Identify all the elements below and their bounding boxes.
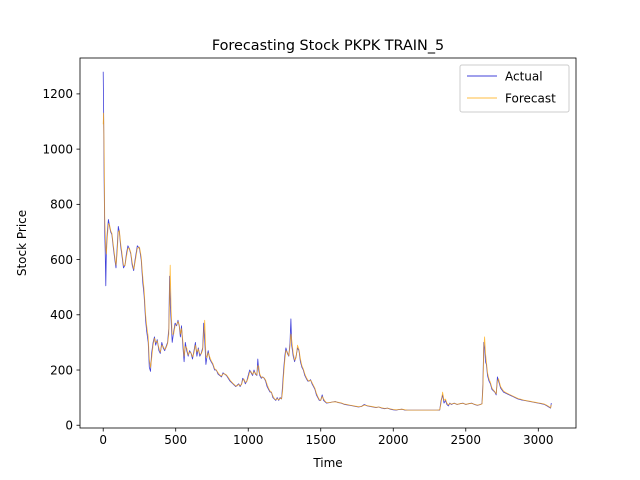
y-tick-label: 1000 [42, 142, 73, 156]
y-tick-label: 400 [50, 308, 73, 322]
x-tick-label: 2000 [378, 433, 409, 447]
legend: Actual Forecast [459, 64, 570, 113]
x-tick-label: 1500 [305, 433, 336, 447]
y-axis-label: Stock Price [15, 210, 29, 276]
legend-box [459, 64, 570, 113]
series-line-forecast [102, 112, 552, 411]
x-axis-label: Time [312, 456, 342, 470]
y-tick-label: 0 [65, 419, 73, 433]
tick-layer: 0 500 1000 1500 2000 2500 3000 0 200 400 600 800 100… [42, 87, 553, 447]
y-tick-label: 600 [50, 253, 73, 267]
series-layer [102, 71, 552, 411]
y-tick-label: 200 [50, 363, 73, 377]
legend-label-actual: Actual [505, 70, 543, 84]
x-tick-label: 500 [164, 433, 187, 447]
y-tick-label: 800 [50, 198, 73, 212]
x-tick-label: 1000 [233, 433, 264, 447]
x-tick-label: 2500 [451, 433, 482, 447]
y-tick-label: 1200 [42, 87, 73, 101]
x-tick-label: 3000 [523, 433, 554, 447]
chart-title: Forecasting Stock PKPK TRAIN_5 [212, 38, 444, 54]
plot-frame [79, 57, 577, 429]
x-tick-label: 0 [99, 433, 107, 447]
legend-label-forecast: Forecast [505, 92, 556, 106]
plot-area [80, 58, 576, 428]
